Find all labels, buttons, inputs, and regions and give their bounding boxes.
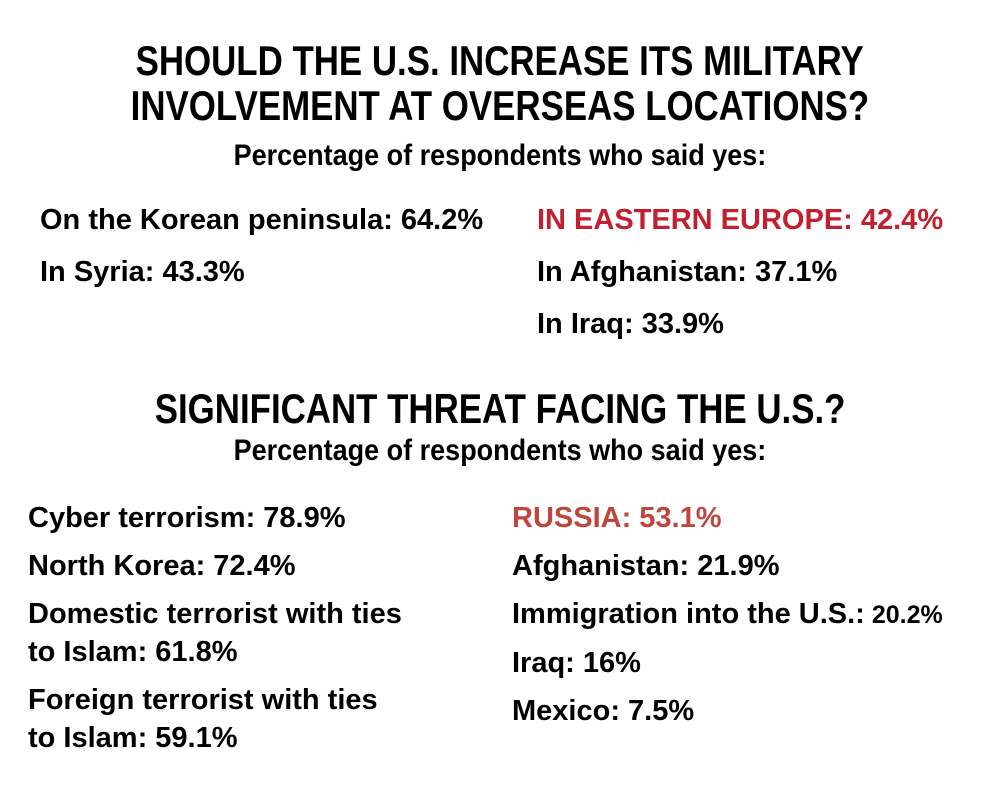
stat-domestic-terrorist-line-1: Domestic terrorist with ties (28, 598, 402, 630)
stat-russia-highlighted: RUSSIA: 53.1% (512, 502, 722, 534)
question-1-right-column: IN EASTERN EUROPE: 42.4% In Afghanistan:… (497, 204, 1000, 360)
question-2-results: Cyber terrorism: 78.9% North Korea: 72.4… (0, 499, 1000, 767)
stat-iraq-involvement: In Iraq: 33.9% (537, 308, 724, 340)
stat-immigration-value: 20.2% (871, 601, 943, 629)
question-2-title: SIGNIFICANT THREAT FACING THE U.S.? (154, 385, 846, 432)
stat-eastern-europe-highlighted: IN EASTERN EUROPE: 42.4% (537, 204, 944, 236)
stat-mexico: Mexico: 7.5% (512, 695, 695, 727)
stat-foreign-terrorist-line-1: Foreign terrorist with ties (28, 684, 378, 716)
question-1-results: On the Korean peninsula: 64.2% In Syria:… (0, 204, 1000, 360)
stat-syria: In Syria: 43.3% (40, 256, 245, 288)
stat-iraq-threat: Iraq: 16% (512, 647, 641, 679)
question-1-subtitle: Percentage of respondents who said yes: (233, 139, 767, 172)
stat-immigration: Immigration into the U.S.: 20.2% (512, 595, 1000, 634)
question-1-left-column: On the Korean peninsula: 64.2% In Syria:… (0, 204, 497, 360)
stat-north-korea: North Korea: 72.4% (28, 550, 296, 582)
question-1-title: SHOULD THE U.S. INCREASE ITS MILITARY IN… (0, 38, 1000, 128)
stat-foreign-terrorist-line-2: to Islam: 59.1% (28, 722, 238, 754)
question-1-title-line-1: SHOULD THE U.S. INCREASE ITS MILITARY (135, 37, 865, 84)
question-2-left-column: Cyber terrorism: 78.9% North Korea: 72.4… (0, 499, 497, 767)
question-2-right-column: RUSSIA: 53.1% Afghanistan: 21.9% Immigra… (497, 499, 1000, 767)
stat-domestic-terrorist: Domestic terrorist with ties to Islam: 6… (28, 595, 497, 671)
stat-immigration-label: Immigration into the U.S.: (512, 598, 865, 630)
stat-cyber-terrorism: Cyber terrorism: 78.9% (28, 502, 346, 534)
question-1-title-line-2: INVOLVEMENT AT OVERSEAS LOCATIONS? (130, 82, 870, 129)
stat-foreign-terrorist: Foreign terrorist with ties to Islam: 59… (28, 681, 497, 757)
stat-afghanistan-involvement: In Afghanistan: 37.1% (537, 256, 838, 288)
question-2-subtitle: Percentage of respondents who said yes: (233, 434, 767, 467)
stat-domestic-terrorist-line-2: to Islam: 61.8% (28, 636, 238, 668)
stat-korean-peninsula: On the Korean peninsula: 64.2% (40, 204, 484, 236)
infographic: SHOULD THE U.S. INCREASE ITS MILITARY IN… (0, 38, 1000, 767)
stat-afghanistan-threat: Afghanistan: 21.9% (512, 550, 780, 582)
